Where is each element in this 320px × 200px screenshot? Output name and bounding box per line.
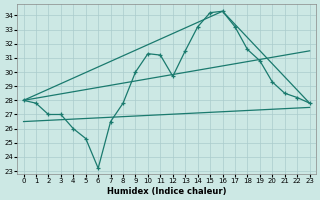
X-axis label: Humidex (Indice chaleur): Humidex (Indice chaleur) [107,187,226,196]
